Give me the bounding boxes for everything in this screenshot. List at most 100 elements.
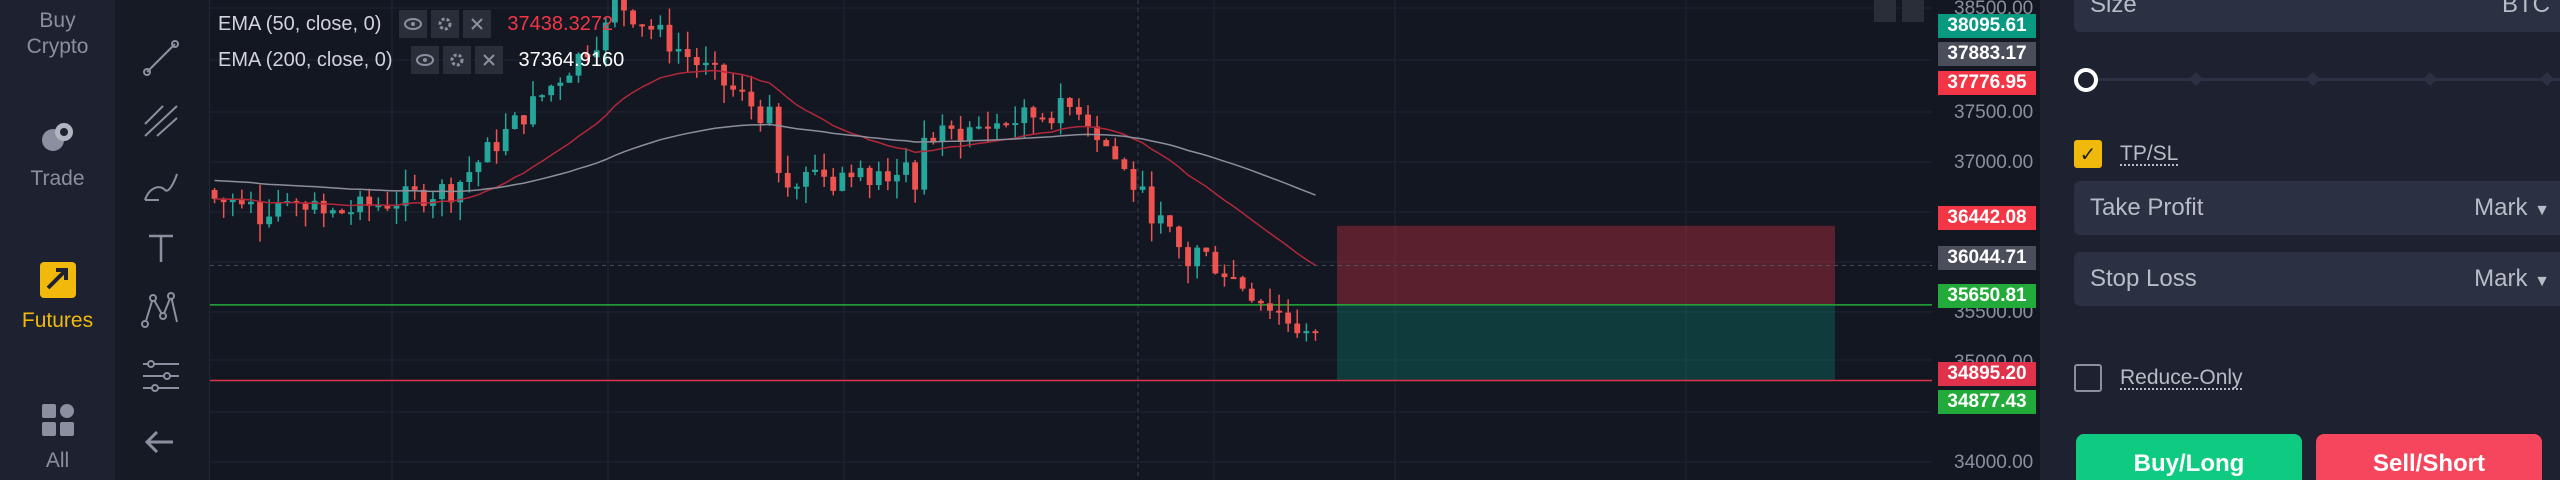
nav-futures-label: Futures [21, 309, 94, 332]
reduce-only-label: Reduce-Only [2120, 366, 2243, 389]
ema50-value: 37438.3272 [507, 12, 614, 35]
size-field[interactable]: Size BTC [2074, 0, 2560, 32]
stop-loss-mode-value: Mark [2474, 265, 2528, 292]
candle-body [775, 106, 782, 173]
candle-body [1248, 288, 1255, 301]
price-tag-entry: 35650.81 [1938, 284, 2036, 308]
candle-body [1130, 169, 1137, 190]
price-axis[interactable]: 38500.00 37500.00 37000.00 35500.00 3500… [1932, 0, 2040, 480]
take-profit-mode-value: Mark [2474, 194, 2528, 221]
nav-trade[interactable]: Trade [0, 118, 115, 192]
trade-icon [38, 118, 78, 158]
tpsl-checkbox[interactable]: ✓ [2074, 140, 2102, 168]
candle-body [1203, 247, 1210, 252]
candle-body [229, 198, 236, 203]
eye-icon[interactable] [399, 10, 428, 38]
nav-buy-crypto[interactable]: Buy Crypto [0, 8, 115, 60]
candle-body [302, 202, 309, 210]
take-profit-field[interactable]: Take Profit Mark ▼ [2074, 181, 2560, 235]
price-label: 37500.00 [1954, 102, 2034, 123]
candle-body [339, 210, 345, 214]
nav-all[interactable]: All [0, 400, 115, 474]
candle-body [857, 167, 864, 178]
drawing-toolbar [115, 0, 210, 480]
candle-body [266, 216, 273, 225]
candle-body [1075, 106, 1082, 115]
candle-body [1048, 117, 1055, 124]
price-chart[interactable] [210, 0, 1932, 480]
cursor-tool-icon[interactable] [139, 0, 183, 30]
nav-futures[interactable]: Futures [0, 260, 115, 334]
price-label: 37000.00 [1954, 152, 2034, 173]
candle-body [402, 186, 409, 206]
candle-body [839, 172, 846, 191]
candle-body [1294, 323, 1301, 334]
candle-body [366, 196, 373, 207]
candle-body [884, 171, 891, 182]
measure-icon[interactable] [139, 354, 183, 398]
candle-body [1285, 312, 1292, 324]
size-unit: BTC [2502, 0, 2550, 18]
candle-body [866, 167, 873, 186]
gear-icon[interactable] [431, 10, 460, 38]
candle-body [1039, 117, 1046, 120]
candle-body [894, 174, 900, 182]
close-icon[interactable] [463, 10, 492, 38]
candle-body [1030, 107, 1037, 118]
pitchfork-icon[interactable] [139, 98, 183, 142]
candle-body [748, 91, 755, 107]
candle-body [311, 200, 318, 210]
candle-body [939, 125, 946, 142]
candle-body [1066, 98, 1073, 107]
candle-body [1267, 303, 1273, 311]
candle-body [1276, 310, 1282, 313]
candle-body [1194, 247, 1201, 267]
candle-body [511, 115, 518, 129]
slider-handle[interactable] [2074, 68, 2098, 92]
sell-short-button[interactable]: Sell/Short [2316, 434, 2542, 480]
nav-all-label: All [45, 449, 70, 472]
buy-long-button[interactable]: Buy/Long [2076, 434, 2302, 480]
stop-zone [1337, 304, 1835, 381]
reduce-only-row[interactable]: Reduce-Only [2074, 364, 2243, 392]
candle-body [375, 205, 382, 208]
reduce-only-checkbox[interactable] [2074, 364, 2102, 392]
candle-body [821, 169, 828, 177]
trend-line-icon[interactable] [139, 36, 183, 80]
candle-body [1112, 146, 1119, 160]
candle-body [1176, 226, 1182, 248]
back-arrow-icon[interactable] [139, 420, 183, 464]
candle-body [1312, 331, 1319, 334]
candle-body [320, 200, 327, 214]
legend-ema200: EMA (200, close, 0) 37364.9160 [218, 46, 624, 74]
stop-loss-field[interactable]: Stop Loss Mark ▼ [2074, 252, 2560, 306]
ema200-name: EMA (200, close, 0) [218, 48, 393, 71]
eye-icon[interactable] [410, 46, 439, 74]
order-panel: Size BTC ✓ TP/SL Take Profit Mark ▼ Stop… [2040, 0, 2560, 480]
candle-body [693, 57, 700, 66]
grid-icon [38, 400, 78, 440]
candle-body [1139, 186, 1146, 190]
gear-icon[interactable] [442, 46, 471, 74]
price-label: 34000.00 [1954, 452, 2034, 473]
slider-tick [2188, 71, 2204, 87]
text-tool-icon[interactable] [139, 226, 183, 270]
tpsl-checkbox-row[interactable]: ✓ TP/SL [2074, 140, 2178, 168]
stop-loss-mode[interactable]: Mark ▼ [2474, 252, 2550, 309]
candlestick-chart[interactable] [210, 0, 1932, 480]
candle-body [1121, 159, 1128, 170]
candle-body [329, 210, 336, 214]
candle-body [1230, 277, 1237, 280]
nav-buy-crypto-line2: Crypto [26, 35, 89, 58]
close-icon[interactable] [474, 46, 503, 74]
candle-body [502, 128, 509, 152]
candle-body [766, 106, 773, 124]
brush-icon[interactable] [139, 164, 183, 208]
candle-body [1185, 247, 1191, 267]
candle-body [793, 186, 800, 189]
take-profit-mode[interactable]: Mark ▼ [2474, 181, 2550, 238]
candle-body [1239, 277, 1246, 289]
candle-body [1094, 126, 1101, 141]
pattern-icon[interactable] [139, 288, 183, 332]
price-tag-crosshair: 36044.71 [1938, 246, 2036, 270]
